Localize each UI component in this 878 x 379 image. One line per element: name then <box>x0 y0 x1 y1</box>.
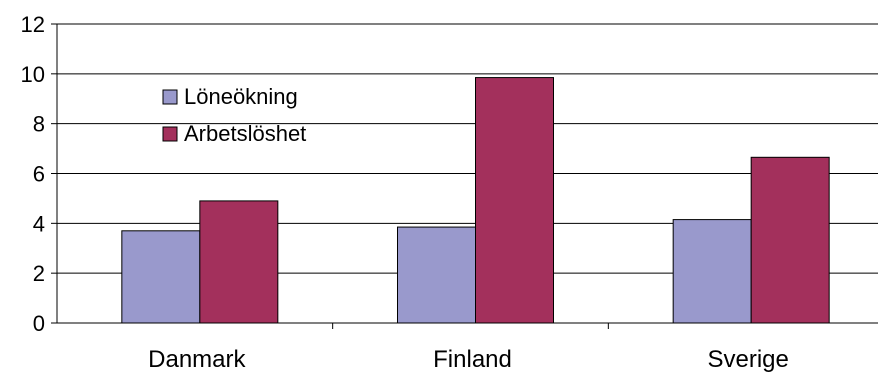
axes: 0 2 4 6 8 10 12 Danmark Finland Sverige <box>21 12 878 373</box>
x-tick-label: Sverige <box>707 346 788 373</box>
y-tick-label: 0 <box>33 311 45 336</box>
y-tick-label: 12 <box>21 12 45 37</box>
y-tick-label: 2 <box>33 261 45 286</box>
bars <box>121 77 830 324</box>
y-tick-label: 8 <box>33 112 45 137</box>
legend-swatch-arbetslöshet <box>162 126 178 142</box>
legend-label-löneökning: Löneökning <box>184 84 298 109</box>
bar-löneökning-sverige <box>672 219 752 324</box>
legend: Löneökning Arbetslöshet <box>162 84 306 146</box>
bar-löneökning-danmark <box>121 230 201 324</box>
bar-löneökning-finland <box>397 226 476 324</box>
y-tick-label: 6 <box>33 162 45 187</box>
legend-label-arbetslöshet: Arbetslöshet <box>184 121 306 146</box>
x-tick-label: Danmark <box>148 346 246 373</box>
y-tick-label: 10 <box>21 62 45 87</box>
x-tick-label: Finland <box>433 346 512 373</box>
bar-arbetslöshet-sverige <box>750 156 830 324</box>
bar-arbetslöshet-finland <box>475 77 554 324</box>
bar-arbetslöshet-danmark <box>199 200 279 324</box>
legend-swatch-löneökning <box>162 89 178 105</box>
y-tick-label: 4 <box>33 211 45 236</box>
